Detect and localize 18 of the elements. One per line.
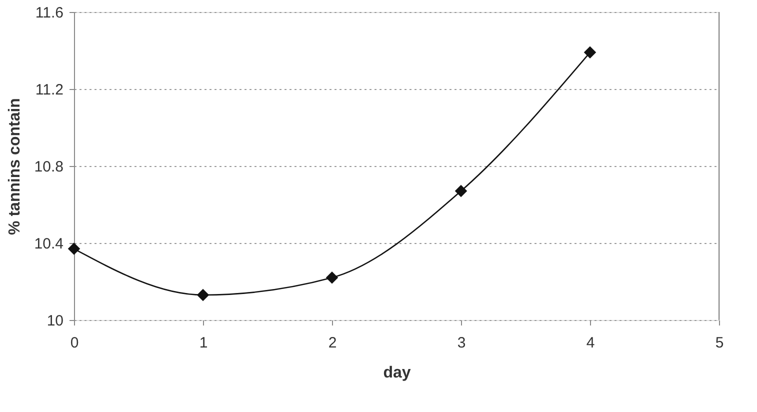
y-tick-label: 10.8	[34, 158, 64, 176]
x-tick-label: 4	[586, 334, 595, 352]
point	[196, 288, 210, 302]
y-tick-label: 11.6	[35, 4, 64, 22]
x-tick-label: 5	[715, 334, 724, 352]
point	[454, 184, 468, 198]
point	[326, 272, 338, 284]
x-tick-label: 0	[70, 334, 79, 352]
point	[584, 46, 596, 59]
x-axis-title: day	[383, 364, 411, 382]
x-tick-label: 2	[328, 334, 337, 352]
y-tick-label: 11.2	[35, 82, 64, 98]
y-tick-label: 10.4	[34, 236, 64, 252]
point	[68, 242, 80, 255]
y-tick-label: 10	[46, 312, 64, 330]
x-tick-label: 1	[199, 334, 208, 352]
x-tick-label: 3	[457, 334, 466, 352]
y-axis-title: % tannins contain	[6, 98, 24, 235]
